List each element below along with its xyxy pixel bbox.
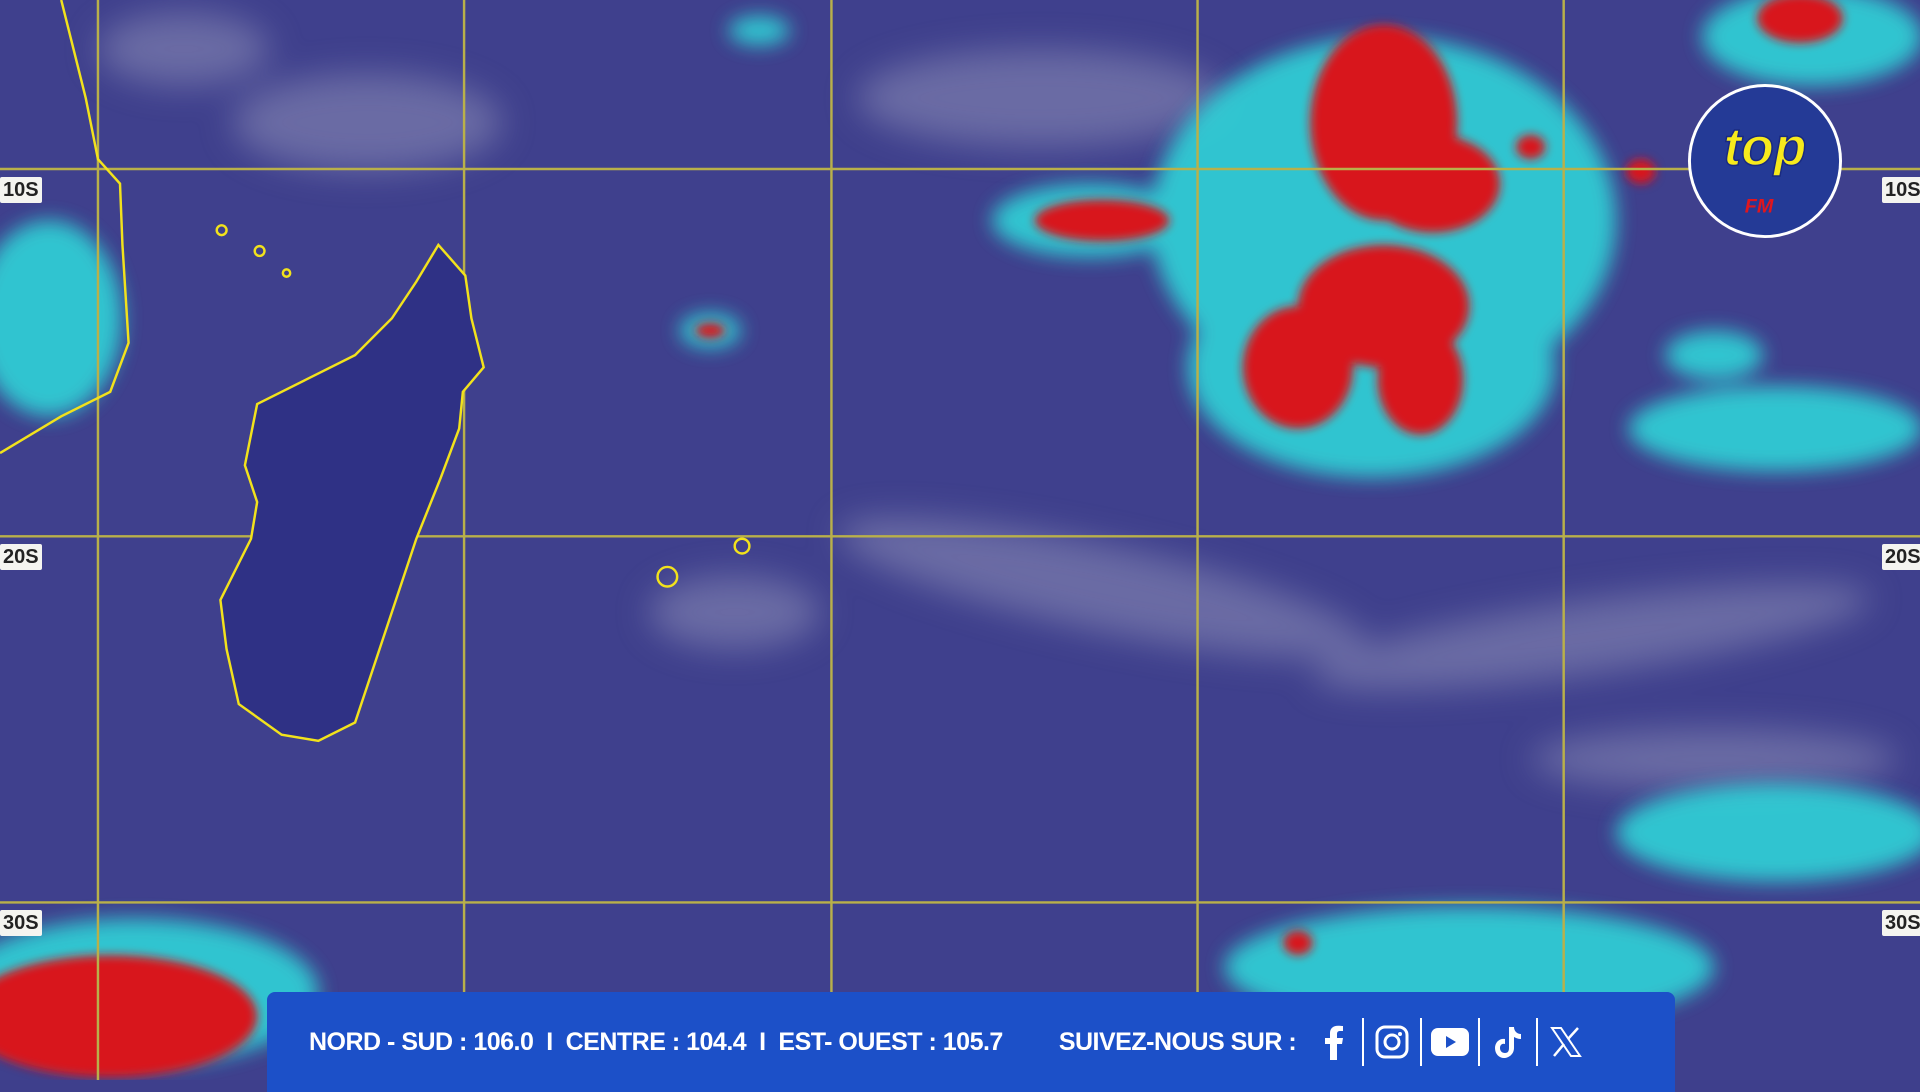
coastlines [0,0,751,743]
madagascar-coast [219,242,486,743]
frequencies-text: NORD - SUD : 106.0 I CENTRE : 104.4 I ES… [309,1027,1003,1056]
lat-label-10s-right: 10S [1882,177,1920,203]
africa-coast [0,0,130,455]
thin-clouds [97,12,1898,790]
lat-label-30s: 30S [0,910,42,936]
x-icon[interactable] [1538,1017,1594,1067]
lat-label-20s-right: 20S [1882,544,1920,570]
divider [1536,1018,1539,1066]
cold-cloud-tops [0,0,1843,1078]
social-links [1306,1017,1594,1067]
footer-banner: NORD - SUD : 106.0 I CENTRE : 104.4 I ES… [267,992,1675,1092]
lat-label-10s: 10S [0,177,42,203]
lat-label-30s-right: 30S [1882,910,1920,936]
lat-label-20s: 20S [0,544,42,570]
instagram-icon[interactable] [1364,1017,1420,1067]
logo-text: top [1724,118,1807,177]
top-fm-logo: top FM [1687,83,1843,239]
facebook-icon[interactable] [1306,1017,1362,1067]
youtube-icon[interactable] [1422,1017,1478,1067]
tiktok-icon[interactable] [1480,1017,1536,1067]
follow-label: SUIVEZ-NOUS SUR : [1058,1027,1297,1056]
divider [1420,1018,1423,1066]
logo-subtext: FM [1745,195,1774,217]
divider [1362,1018,1365,1066]
divider [1478,1018,1481,1066]
